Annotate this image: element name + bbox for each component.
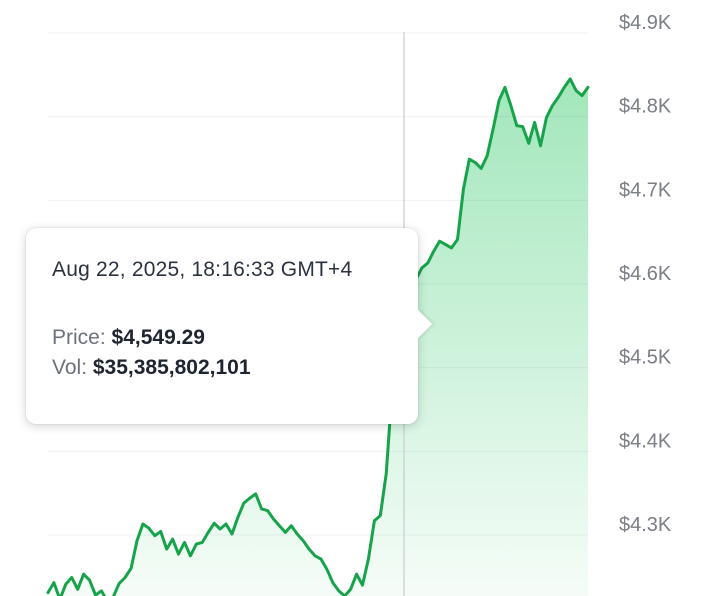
y-axis-tick-label: $4.7K bbox=[619, 179, 672, 201]
tooltip-price-row: Price: $4,549.29 bbox=[52, 326, 418, 350]
series-line bbox=[46, 77, 590, 596]
data-point[interactable] bbox=[497, 99, 501, 103]
y-axis-tick-label: $4.9K bbox=[619, 12, 672, 34]
data-point[interactable] bbox=[82, 572, 86, 576]
data-point[interactable] bbox=[473, 161, 477, 165]
y-axis-tick-label: $4.8K bbox=[619, 96, 672, 118]
y-axis-tick-label: $4.3K bbox=[619, 514, 672, 536]
data-point[interactable] bbox=[46, 591, 50, 595]
data-point[interactable] bbox=[450, 246, 454, 250]
data-point[interactable] bbox=[438, 239, 442, 243]
data-point[interactable] bbox=[313, 554, 317, 558]
data-point[interactable] bbox=[165, 547, 169, 551]
data-point[interactable] bbox=[301, 539, 305, 543]
data-point[interactable] bbox=[135, 539, 139, 543]
data-point[interactable] bbox=[188, 554, 192, 558]
data-point[interactable] bbox=[533, 120, 537, 124]
data-point[interactable] bbox=[99, 589, 103, 593]
data-point[interactable] bbox=[444, 243, 448, 247]
data-point[interactable] bbox=[361, 583, 365, 587]
data-point[interactable] bbox=[224, 522, 228, 526]
data-point[interactable] bbox=[455, 238, 459, 242]
chart-tooltip: Aug 22, 2025, 18:16:33 GMT+4 Price: $4,5… bbox=[26, 228, 418, 424]
data-point[interactable] bbox=[574, 89, 578, 93]
data-point[interactable] bbox=[260, 507, 264, 511]
data-point[interactable] bbox=[277, 524, 281, 528]
data-point[interactable] bbox=[544, 115, 548, 119]
data-point[interactable] bbox=[509, 104, 513, 108]
data-point[interactable] bbox=[117, 581, 121, 585]
data-point[interactable] bbox=[562, 85, 566, 89]
data-point[interactable] bbox=[467, 157, 471, 161]
data-point[interactable] bbox=[539, 144, 543, 148]
data-point[interactable] bbox=[283, 530, 287, 534]
data-point[interactable] bbox=[206, 530, 210, 534]
data-point[interactable] bbox=[355, 572, 359, 576]
series-area bbox=[48, 78, 588, 596]
data-point[interactable] bbox=[479, 166, 483, 170]
data-point[interactable] bbox=[331, 581, 335, 585]
data-point[interactable] bbox=[123, 576, 127, 580]
data-point[interactable] bbox=[141, 522, 145, 526]
y-axis-tick-label: $4.4K bbox=[619, 430, 672, 452]
data-point[interactable] bbox=[218, 527, 222, 531]
data-point[interactable] bbox=[426, 261, 430, 265]
data-point[interactable] bbox=[242, 501, 246, 505]
data-point[interactable] bbox=[248, 496, 252, 500]
data-point[interactable] bbox=[378, 514, 382, 518]
tooltip-price-value: $4,549.29 bbox=[111, 326, 205, 349]
data-point[interactable] bbox=[366, 557, 370, 561]
data-point[interactable] bbox=[568, 77, 572, 81]
tooltip-price-label: Price: bbox=[52, 326, 106, 349]
data-point[interactable] bbox=[521, 125, 525, 129]
data-point[interactable] bbox=[182, 540, 186, 544]
y-axis-tick-label: $4.5K bbox=[619, 347, 672, 369]
data-point[interactable] bbox=[64, 582, 68, 586]
data-point[interactable] bbox=[129, 566, 133, 570]
data-point[interactable] bbox=[271, 517, 275, 521]
tooltip-date: Aug 22, 2025, 18:16:33 GMT+4 bbox=[52, 258, 353, 281]
data-point[interactable] bbox=[503, 85, 507, 89]
tooltip-volume-row: Vol: $35,385,802,101 bbox=[52, 356, 418, 380]
data-point[interactable] bbox=[70, 576, 74, 580]
data-point[interactable] bbox=[485, 154, 489, 158]
data-point[interactable] bbox=[556, 95, 560, 99]
data-point[interactable] bbox=[515, 124, 519, 128]
data-point[interactable] bbox=[580, 94, 584, 98]
data-point[interactable] bbox=[236, 515, 240, 519]
data-point[interactable] bbox=[307, 547, 311, 551]
data-point[interactable] bbox=[254, 492, 258, 496]
data-point[interactable] bbox=[194, 542, 198, 546]
data-point[interactable] bbox=[153, 534, 157, 538]
data-point[interactable] bbox=[586, 85, 590, 89]
data-point[interactable] bbox=[212, 521, 216, 525]
data-point[interactable] bbox=[159, 530, 163, 534]
tooltip-volume-value: $35,385,802,101 bbox=[92, 356, 251, 379]
data-point[interactable] bbox=[52, 581, 56, 585]
data-point[interactable] bbox=[491, 127, 495, 131]
y-axis-tick-label: $4.6K bbox=[619, 263, 672, 285]
data-point[interactable] bbox=[289, 524, 293, 528]
data-point[interactable] bbox=[147, 526, 151, 530]
data-point[interactable] bbox=[325, 567, 329, 571]
data-point[interactable] bbox=[337, 589, 341, 593]
data-point[interactable] bbox=[266, 509, 270, 513]
data-point[interactable] bbox=[527, 141, 531, 145]
tooltip-volume-label: Vol: bbox=[52, 356, 88, 379]
data-point[interactable] bbox=[384, 472, 388, 476]
data-point[interactable] bbox=[177, 552, 181, 556]
data-point[interactable] bbox=[349, 587, 353, 591]
data-point[interactable] bbox=[319, 557, 323, 561]
data-point[interactable] bbox=[171, 537, 175, 541]
data-point[interactable] bbox=[230, 532, 234, 536]
data-point[interactable] bbox=[295, 532, 299, 536]
data-point[interactable] bbox=[461, 187, 465, 191]
data-point[interactable] bbox=[372, 519, 376, 523]
data-point[interactable] bbox=[420, 266, 424, 270]
data-point[interactable] bbox=[432, 249, 436, 253]
data-point[interactable] bbox=[88, 578, 92, 582]
data-point[interactable] bbox=[550, 104, 554, 108]
data-point[interactable] bbox=[200, 540, 204, 544]
data-point[interactable] bbox=[76, 587, 80, 591]
